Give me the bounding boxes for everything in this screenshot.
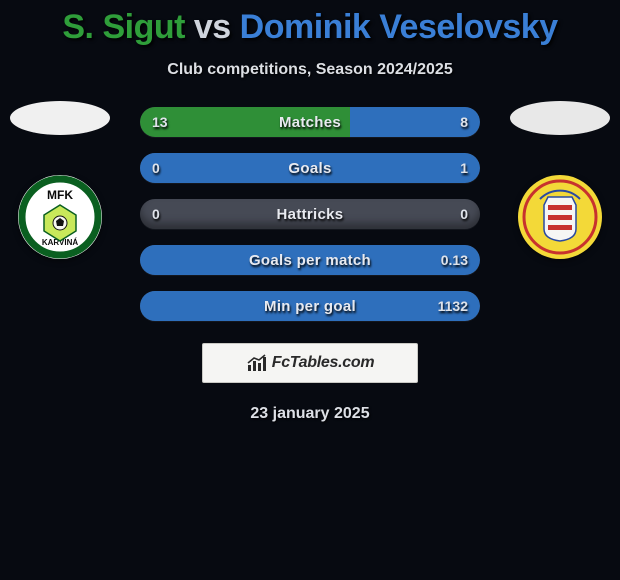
stat-label: Goals per match xyxy=(140,245,480,275)
comparison-title: S. Sigut vs Dominik Veselovsky xyxy=(0,0,620,47)
subtitle: Club competitions, Season 2024/2025 xyxy=(0,61,620,79)
stat-label: Hattricks xyxy=(140,199,480,229)
player2-silhouette xyxy=(510,101,610,135)
stat-row: 0.13Goals per match xyxy=(140,245,480,275)
comparison-arena: MFK KARVINÁ 138Matches 01Goals 00Hattricks… xyxy=(0,107,620,337)
crest-left-top: MFK xyxy=(47,188,73,202)
stat-row: 00Hattricks xyxy=(140,199,480,229)
player2-name: Dominik Veselovsky xyxy=(240,8,558,46)
crest-left-svg: MFK KARVINÁ xyxy=(18,175,102,259)
stat-label: Min per goal xyxy=(140,291,480,321)
club-crest-right xyxy=(518,175,602,259)
stat-row: 1132Min per goal xyxy=(140,291,480,321)
player1-name: S. Sigut xyxy=(62,8,185,46)
vs-text: vs xyxy=(194,8,231,46)
stat-label: Goals xyxy=(140,153,480,183)
stat-label: Matches xyxy=(140,107,480,137)
brand-box: FcTables.com xyxy=(202,343,418,383)
brand-text: FcTables.com xyxy=(272,354,375,372)
club-crest-left: MFK KARVINÁ xyxy=(18,175,102,259)
snapshot-date: 23 january 2025 xyxy=(0,405,620,423)
stat-row: 01Goals xyxy=(140,153,480,183)
crest-right-svg xyxy=(518,175,602,259)
stat-bars: 138Matches 01Goals 00Hattricks 0.13Goals pe… xyxy=(140,107,480,337)
player1-silhouette xyxy=(10,101,110,135)
stat-row: 138Matches xyxy=(140,107,480,137)
brand-chart-icon xyxy=(246,353,268,373)
